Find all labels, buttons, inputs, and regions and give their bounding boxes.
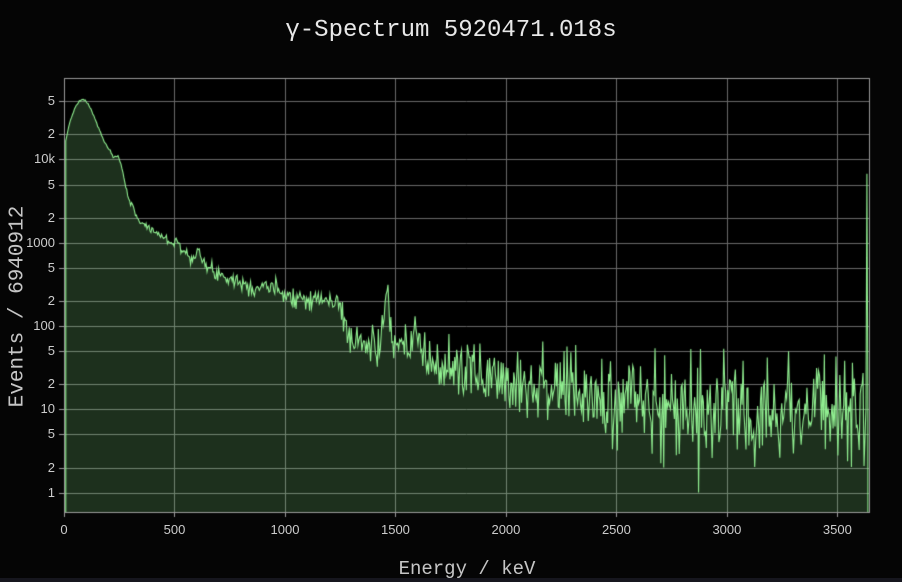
y-tick-label: 2: [47, 126, 55, 142]
x-axis-title: Energy / keV: [398, 558, 536, 580]
y-tick-label: 10: [40, 401, 55, 417]
x-tick-label: 500: [163, 522, 186, 537]
chart-title: γ-Spectrum 5920471.018s: [285, 17, 617, 44]
y-tick-label: 5: [47, 343, 55, 359]
y-tick-label: 2: [47, 459, 55, 475]
y-tick-label: 100: [33, 318, 55, 334]
y-tick-label: 5: [47, 176, 55, 192]
y-tick-label: 5: [47, 259, 55, 275]
y-tick-label: 2: [47, 292, 55, 308]
y-tick-label: 2: [47, 376, 55, 392]
y-tick-label: 10k: [34, 151, 55, 167]
y-tick-label: 1: [47, 484, 55, 500]
x-tick-label: 1000: [270, 522, 300, 537]
y-tick-label: 5: [47, 426, 55, 442]
x-tick-label: 3000: [712, 522, 742, 537]
y-tick-label: 5: [47, 93, 55, 109]
window-bottom-edge: [0, 578, 902, 582]
y-tick-label: 2: [47, 209, 55, 225]
x-tick-label: 2500: [601, 522, 631, 537]
y-tick-label: 1000: [26, 234, 55, 250]
x-tick-label: 2000: [491, 522, 521, 537]
x-tick-label: 3500: [822, 522, 852, 537]
x-tick-label: 0: [60, 522, 68, 537]
x-tick-label: 1500: [380, 522, 410, 537]
